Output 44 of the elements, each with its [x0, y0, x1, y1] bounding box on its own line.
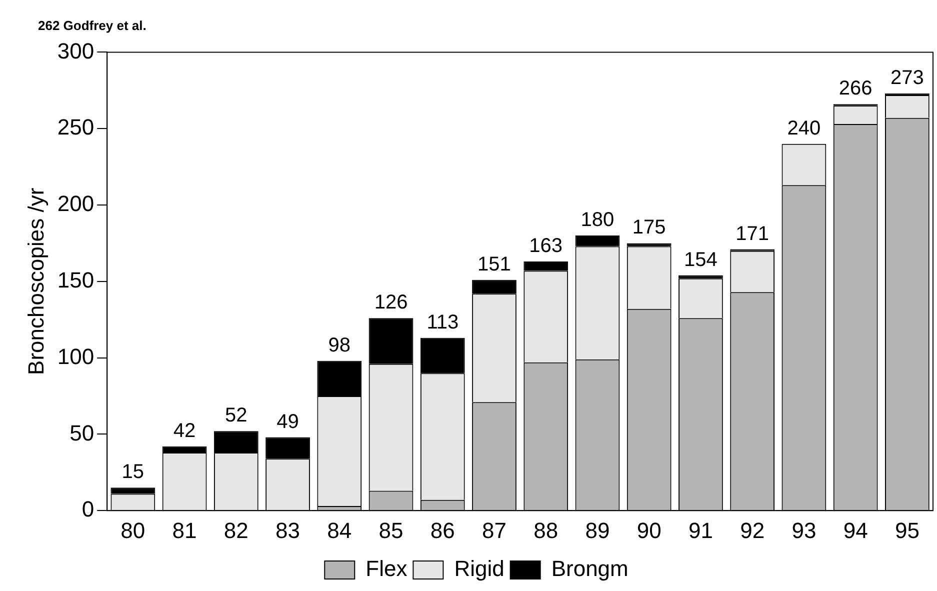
x-tick-label: 90 — [636, 518, 662, 543]
y-tick-label: 0 — [82, 496, 94, 522]
y-tick-label: 300 — [57, 38, 94, 64]
total-label: 175 — [632, 216, 666, 239]
x-tick-label: 87 — [482, 518, 506, 543]
y-tick-label: 200 — [57, 191, 94, 216]
x-tick-label: 85 — [378, 518, 404, 543]
x-tick-label: 94 — [843, 518, 868, 543]
x-tick-label: 95 — [894, 518, 920, 543]
total-label: 52 — [225, 404, 248, 427]
total-label: 180 — [580, 209, 614, 232]
text: 262 Godfrey et al. — [38, 18, 146, 33]
total-label: 266 — [838, 78, 872, 100]
x-tick-label: 89 — [585, 518, 610, 543]
x-tick-label: 83 — [276, 518, 300, 543]
total-label: 240 — [787, 117, 821, 140]
total-label: 42 — [173, 420, 196, 442]
total-label: 113 — [426, 311, 459, 334]
y-tick-label: 50 — [70, 420, 94, 446]
x-tick-label: 93 — [792, 518, 816, 543]
total-label: 98 — [328, 334, 351, 356]
x-tick-label: 80 — [120, 518, 146, 543]
total-label: 49 — [276, 410, 299, 433]
x-tick-label: 84 — [327, 518, 352, 543]
y-axis-title: Bronchoscopies /yr — [23, 188, 48, 375]
total-label: 273 — [890, 66, 924, 89]
x-tick-label: 82 — [224, 518, 248, 543]
total-label: 171 — [736, 222, 770, 245]
legend-label: Brongm — [551, 556, 628, 582]
total-label: 15 — [122, 461, 144, 484]
total-label: 154 — [684, 248, 718, 271]
x-tick-label: 81 — [172, 518, 197, 543]
legend-label: Rigid — [454, 556, 504, 582]
total-label: 151 — [478, 253, 511, 276]
y-tick-label: 100 — [57, 344, 94, 369]
y-tick-label: 150 — [57, 267, 94, 292]
total-label: 163 — [529, 235, 563, 258]
x-tick-label: 86 — [430, 518, 455, 543]
x-tick-label: 91 — [688, 518, 713, 543]
total-label: 126 — [374, 292, 408, 314]
legend-label: Flex — [366, 556, 408, 582]
x-tick-label: 92 — [740, 518, 765, 543]
x-tick-label: 88 — [534, 518, 558, 543]
y-tick-label: 250 — [57, 114, 94, 140]
